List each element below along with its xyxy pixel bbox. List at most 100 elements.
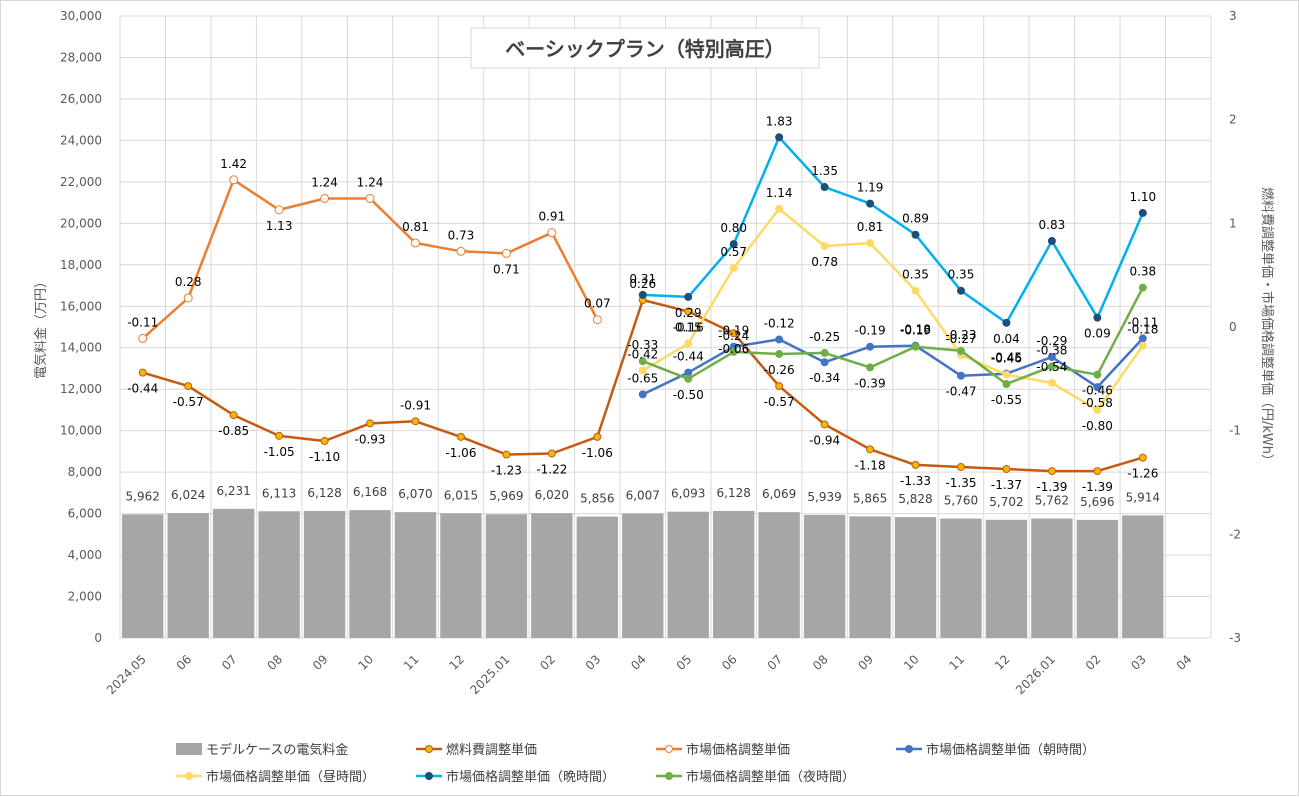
- series-point: [638, 290, 647, 299]
- line-data-label: -0.19: [855, 324, 886, 338]
- bar: [349, 510, 391, 638]
- line-data-label: 1.24: [357, 175, 384, 189]
- series-point: [956, 462, 965, 471]
- line-data-label: 0.26: [629, 277, 656, 291]
- bar: [576, 516, 618, 638]
- bar-data-label: 6,168: [353, 485, 387, 499]
- x-tick-label: 2024.05: [104, 652, 149, 697]
- legend-item: 市場価格調整単価（朝時間）: [896, 742, 1095, 758]
- x-tick-label: 2026.01: [1013, 652, 1058, 697]
- line-data-label: 1.35: [811, 164, 838, 178]
- y-left-tick-label: 26,000: [60, 92, 102, 106]
- series-point: [729, 263, 738, 272]
- bar: [122, 514, 164, 638]
- series-line: [642, 337, 1144, 396]
- line-data-label: -0.12: [764, 316, 795, 330]
- series-point: [411, 417, 420, 426]
- y-left-tick-label: 14,000: [60, 341, 102, 355]
- line-data-label: 0.89: [902, 212, 929, 226]
- y-left-tick-label: 16,000: [60, 299, 102, 313]
- line-data-label: -0.50: [673, 388, 704, 402]
- series-point: [820, 242, 829, 251]
- series-point: [956, 286, 965, 295]
- bar-data-label: 6,020: [535, 488, 569, 502]
- y-right-tick-label: 3: [1229, 9, 1237, 23]
- line-data-label: 0.73: [448, 228, 475, 242]
- series-point: [593, 432, 602, 441]
- series-point: [684, 307, 693, 316]
- series-point: [911, 460, 920, 469]
- line-data-label: -1.23: [491, 464, 522, 478]
- series-point: [1138, 208, 1147, 217]
- line-data-label: -0.11: [127, 315, 158, 329]
- line-data-label: 0.35: [948, 268, 975, 282]
- series-point: [1093, 467, 1102, 476]
- bar: [212, 508, 255, 638]
- line-data-label: 0.83: [1039, 218, 1066, 232]
- series-point: [729, 347, 738, 356]
- bar-layer: [122, 508, 1164, 638]
- bar: [758, 512, 800, 638]
- y-left-tick-label: 28,000: [60, 50, 102, 64]
- series-point: [456, 246, 466, 256]
- series-point: [1047, 353, 1056, 362]
- line-data-label: -1.18: [855, 458, 886, 472]
- line-data-label: -1.10: [309, 450, 340, 464]
- series-point: [320, 437, 329, 446]
- line-data-label: -0.55: [991, 393, 1022, 407]
- line-data-label: -1.05: [264, 445, 295, 459]
- line-data-label: -0.19: [718, 324, 749, 338]
- legend-label: 市場価格調整単価（昼時間）: [206, 769, 375, 785]
- series-point: [275, 431, 284, 440]
- bar-data-label: 6,128: [307, 486, 341, 500]
- line-data-label: -1.22: [536, 462, 567, 476]
- series-point: [456, 432, 465, 441]
- line-data-label: -1.06: [445, 446, 476, 460]
- bar: [258, 511, 300, 638]
- bar-data-label: 6,128: [717, 486, 751, 500]
- legend-swatch: [176, 743, 202, 755]
- x-tick-label: 11: [946, 652, 967, 673]
- bar-data-label: 6,093: [671, 487, 705, 501]
- line-data-label: -1.37: [991, 478, 1022, 492]
- series-point: [820, 183, 829, 192]
- x-tick-label: 02: [1083, 652, 1104, 673]
- bar-data-label: 5,828: [898, 492, 932, 506]
- line-data-label: -0.26: [764, 363, 795, 377]
- series-point: [1093, 313, 1102, 322]
- x-tick-label: 03: [1128, 652, 1149, 673]
- line-data-label: -0.24: [718, 329, 749, 343]
- x-tick-label: 05: [674, 652, 695, 673]
- series-point: [229, 411, 238, 420]
- x-tick-label: 04: [628, 652, 649, 673]
- line-data-label: 1.24: [311, 175, 338, 189]
- line-data-label: 0.31: [629, 272, 656, 286]
- line-data-label: -0.18: [1127, 323, 1158, 337]
- series-point: [820, 420, 829, 429]
- y-right-tick-label: -2: [1229, 527, 1241, 541]
- series-point: [638, 366, 647, 375]
- line-data-label: -0.46: [1082, 384, 1113, 398]
- line-data-label: 0.78: [811, 255, 838, 269]
- series-point: [184, 382, 193, 391]
- series-point: [1093, 383, 1102, 392]
- line-data-label: -1.39: [1082, 480, 1113, 494]
- legend-item: 市場価格調整単価: [656, 742, 790, 758]
- line-data-label: 1.83: [766, 114, 793, 128]
- x-tick-label: 09: [310, 652, 331, 673]
- line-data-label: -0.91: [400, 398, 431, 412]
- line-data-label: -1.39: [1036, 480, 1067, 494]
- x-tick-label: 12: [992, 652, 1013, 673]
- bar-data-label: 5,856: [580, 492, 614, 506]
- y-left-tick-label: 18,000: [60, 258, 102, 272]
- bar: [622, 513, 664, 638]
- series-point: [502, 450, 511, 459]
- series-point: [956, 346, 965, 355]
- series-point: [775, 382, 784, 391]
- series-point: [820, 348, 829, 357]
- series-point: [729, 329, 738, 338]
- x-tick-label: 06: [719, 652, 740, 673]
- line-data-label: -0.57: [173, 395, 204, 409]
- chart-title: ベーシックプラン（特別高圧）: [505, 37, 785, 61]
